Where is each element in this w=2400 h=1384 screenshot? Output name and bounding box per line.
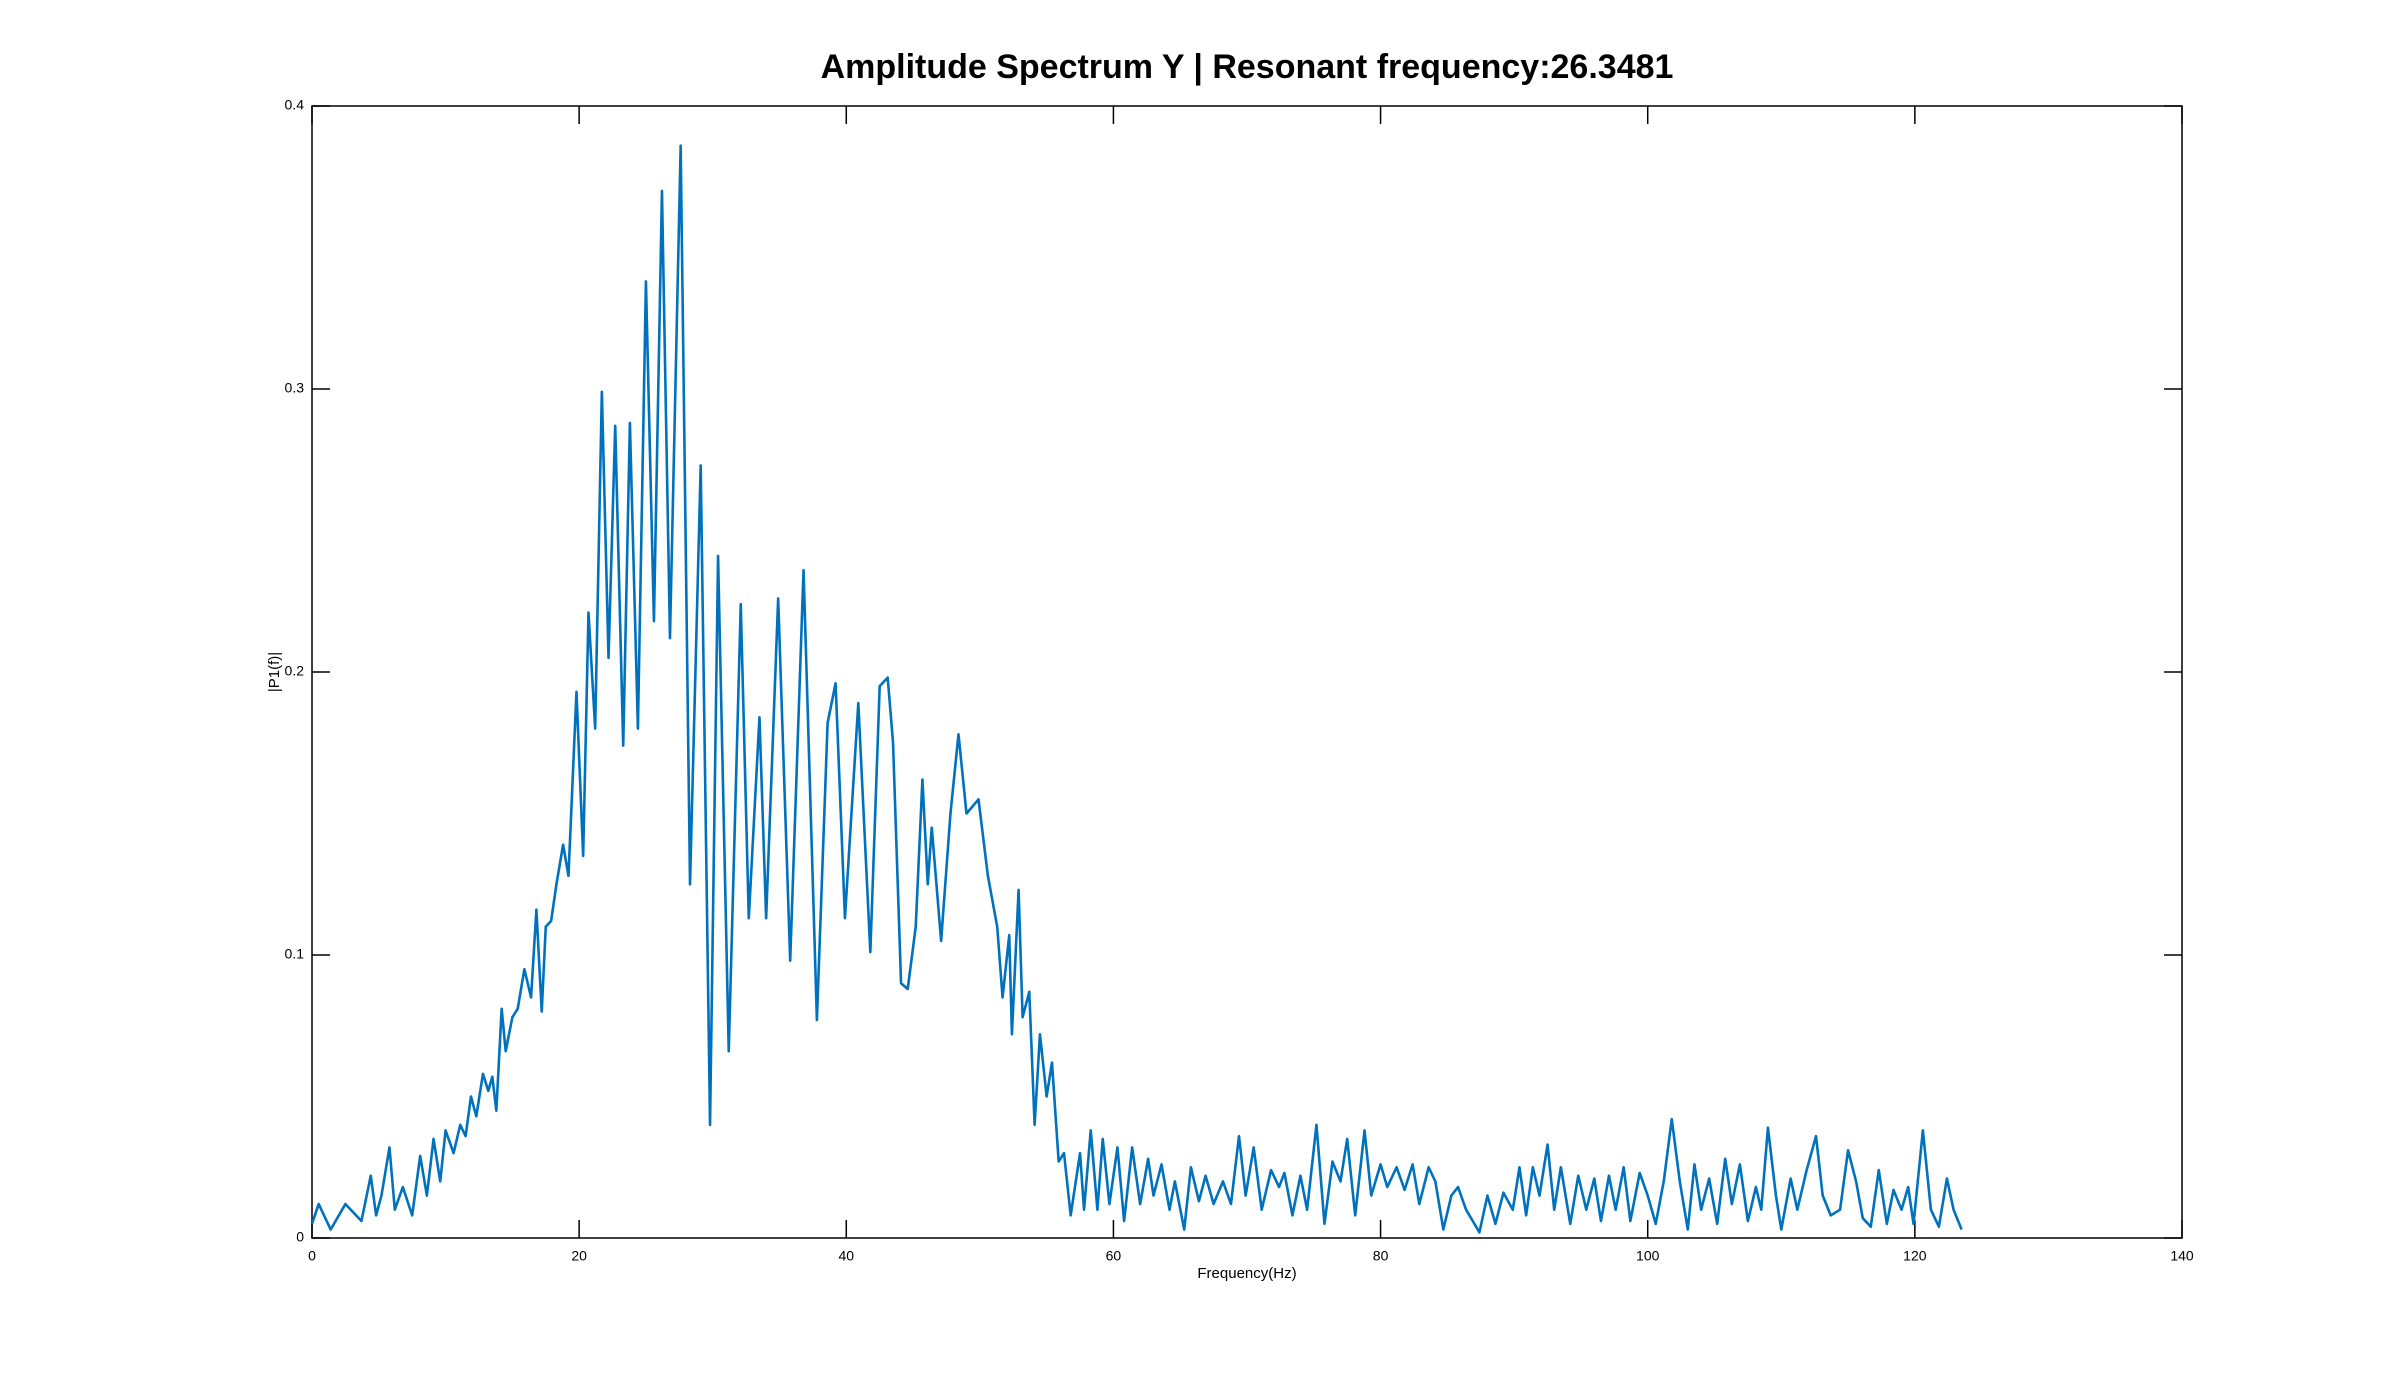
y-tick-label: 0 [296,1229,304,1245]
x-tick-label: 100 [1636,1248,1660,1264]
y-tick-label: 0.1 [285,946,305,962]
x-tick-label: 60 [1106,1248,1122,1264]
x-tick-label: 40 [838,1248,854,1264]
x-tick-label: 140 [2170,1248,2194,1264]
x-tick-label: 0 [308,1248,316,1264]
x-tick-label: 20 [571,1248,587,1264]
x-tick-label: 80 [1373,1248,1389,1264]
x-tick-label: 120 [1903,1248,1927,1264]
y-tick-label: 0.3 [285,380,305,396]
y-tick-label: 0.2 [285,663,305,679]
y-tick-label: 0.4 [285,97,305,113]
spectrum-line [310,144,1963,1234]
chart-title: Amplitude Spectrum Y | Resonant frequenc… [821,48,1674,86]
x-axis-label: Frequency(Hz) [1197,1265,1296,1282]
y-axis-label: |P1(f)| [266,652,283,692]
